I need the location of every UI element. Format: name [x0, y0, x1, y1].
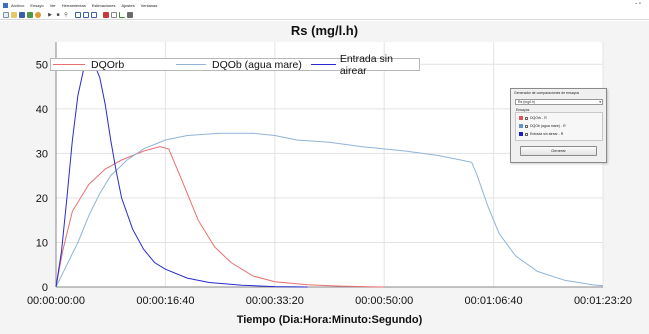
menu-ensayo[interactable]: Ensayo [30, 2, 44, 8]
menu-archivo[interactable]: Archivo [11, 2, 25, 8]
x-tick-label-2: 00:00:33:20 [246, 295, 304, 307]
ensayo-row-entrada[interactable]: Entrada sin airear - R [519, 132, 563, 136]
generar-button[interactable]: Generar [520, 146, 597, 156]
menu-bar: Archivo Ensayo Ver Herramientas Estimaci… [0, 0, 649, 10]
grid-icon[interactable] [111, 11, 117, 18]
legend-swatch-dqob [176, 64, 206, 65]
dialog-group-label: Ensayos [516, 108, 530, 112]
variable-select[interactable]: Rs (mg/l.h) ▾ [515, 99, 603, 105]
plot-area [56, 42, 603, 287]
chart-title: Rs (mg/l.h) [290, 23, 359, 38]
menu-ventanas[interactable]: Ventanas [140, 2, 158, 8]
ensayo-checkbox-entrada[interactable] [525, 132, 528, 136]
menu-herramientas[interactable]: Herramientas [61, 2, 86, 8]
x-tick-label-0: 00:00:00:00 [27, 295, 85, 307]
x-tick-label-3: 00:00:50:00 [355, 295, 413, 307]
app-icon [3, 2, 8, 8]
series-line-0 [55, 146, 385, 288]
legend-item-dqob: DQOb (agua mare) [176, 59, 311, 71]
menu-ajustes[interactable]: Ajustes [121, 2, 135, 8]
menu-ver[interactable]: Ver [49, 2, 56, 8]
save-icon[interactable] [19, 11, 25, 18]
y-tick-label-3: 30 [36, 148, 48, 160]
stop-icon[interactable]: ■ [56, 11, 60, 18]
export-icon[interactable] [27, 11, 33, 18]
image-icon[interactable] [127, 11, 133, 18]
ensayo-color-entrada [519, 132, 523, 136]
series-line-2 [55, 61, 308, 288]
legend-label-entrada: Entrada sin airear [339, 52, 393, 77]
forward-icon[interactable]: ▶ [48, 11, 52, 18]
ensayo-color-dqorb [519, 116, 523, 120]
legend-label-dqob: DQOb (agua mare) [212, 58, 302, 71]
chart-icon[interactable] [119, 11, 125, 18]
x-tick-label-5: 00:01:23:20 [574, 295, 632, 307]
y-tick-label-1: 10 [36, 237, 48, 249]
ensayo-row-dqorb[interactable]: DQOrb - R [519, 116, 547, 120]
series-line-1 [55, 132, 604, 288]
x-tick-label-1: 00:00:16:40 [136, 295, 194, 307]
reactor-2-icon[interactable] [83, 11, 89, 18]
y-tick-label-2: 20 [36, 193, 48, 205]
ensayo-label-dqorb: DQOrb - R [530, 116, 547, 120]
y-tick-label-4: 40 [36, 104, 48, 116]
x-axis-title: Tiempo (Dia:Hora:Minuto:Segundo) [237, 314, 423, 326]
toolbar: ▶ ■ ⚲ [0, 10, 649, 20]
reactor-1-icon[interactable] [75, 11, 81, 18]
settings-icon[interactable] [35, 11, 41, 18]
open-folder-icon[interactable] [11, 11, 17, 18]
comparison-dialog: Generador de comparaciones de ensayos Rs… [510, 88, 607, 163]
window-controls[interactable]: - ▫ [635, 1, 641, 7]
menu-estimaciones[interactable]: Estimaciones [91, 2, 116, 8]
table-icon[interactable] [103, 11, 109, 18]
new-file-icon[interactable] [3, 11, 9, 18]
ensayo-label-dqob: DQOb (agua mare) - R [530, 124, 566, 128]
y-tick-label-5: 50 [36, 59, 48, 71]
reactor-3-icon[interactable] [91, 11, 97, 18]
search-icon[interactable]: ⚲ [64, 11, 68, 18]
ensayos-group: DQOrb - R DQOb (agua mare) - R Entrada s… [515, 112, 603, 141]
legend-item-dqorb: DQOrb [51, 59, 176, 71]
y-tick-label-0: 0 [42, 282, 48, 294]
chevron-down-icon: ▾ [599, 100, 601, 104]
ensayo-row-dqob[interactable]: DQOb (agua mare) - R [519, 124, 566, 128]
ensayo-checkbox-dqob[interactable] [525, 124, 528, 128]
variable-select-value: Rs (mg/l.h) [518, 100, 536, 104]
legend-label-dqorb: DQOrb [91, 58, 125, 71]
dialog-title: Generador de comparaciones de ensayos [514, 91, 580, 95]
chart-legend: DQOrb DQOb (agua mare) Entrada sin airea… [50, 53, 420, 77]
ensayo-color-dqob [519, 124, 523, 128]
ensayo-label-entrada: Entrada sin airear - R [530, 132, 564, 136]
ensayo-checkbox-dqorb[interactable] [525, 116, 528, 120]
x-tick-label-4: 00:01:06:40 [465, 295, 523, 307]
legend-swatch-dqorb [53, 64, 85, 65]
legend-swatch-entrada [311, 64, 336, 65]
legend-item-entrada: Entrada sin airear [311, 53, 419, 77]
